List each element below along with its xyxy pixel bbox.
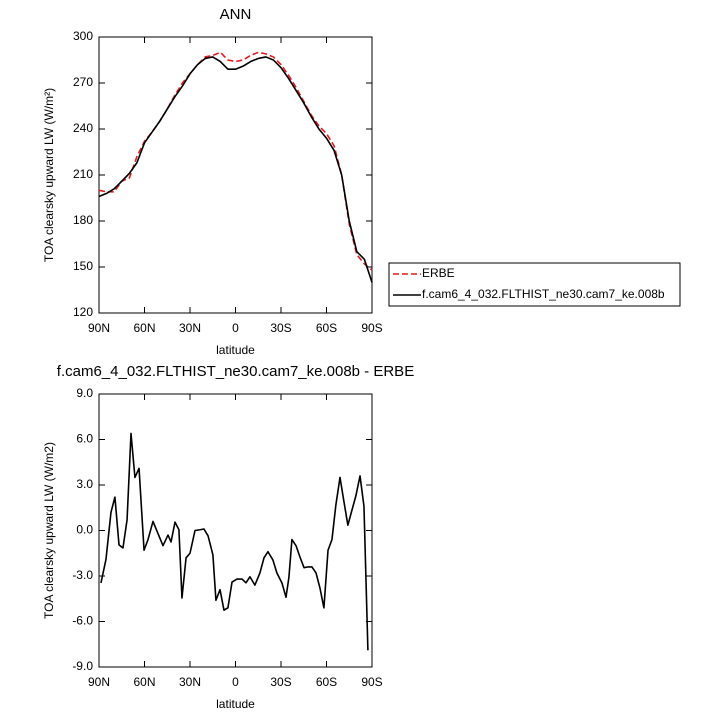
y-tick-label: 240	[73, 121, 93, 135]
y-tick-label: 150	[73, 259, 93, 273]
legend-box	[388, 262, 681, 307]
x-tick-label: 30S	[270, 321, 291, 335]
y-axis-label: TOA clearsky upward LW (W/m²)	[42, 88, 56, 262]
y-tick-label: 120	[73, 305, 93, 319]
y-tick-label: -3.0	[72, 568, 93, 582]
y-tick-label: 180	[73, 213, 93, 227]
y-axis-label: TOA clearsky upward LW (W/m2)	[42, 442, 56, 619]
x-tick-label: 30N	[179, 321, 201, 335]
y-tick-label: -6.0	[72, 614, 93, 628]
x-tick-label: 60N	[133, 321, 155, 335]
x-tick-label: 90S	[361, 321, 382, 335]
data-line	[100, 432, 369, 651]
y-tick-label: 6.0	[76, 432, 93, 446]
data-line	[98, 56, 373, 283]
y-tick-label: 3.0	[76, 477, 93, 491]
y-tick-label: 0.0	[76, 523, 93, 537]
x-tick-label: 60S	[316, 321, 337, 335]
x-axis-label: latitude	[216, 343, 255, 357]
x-tick-label: 90N	[88, 321, 110, 335]
y-tick-label: 9.0	[76, 386, 93, 400]
x-axis-label: latitude	[216, 697, 255, 711]
legend-label: f.cam6_4_032.FLTHIST_ne30.cam7_ke.008b	[422, 287, 665, 301]
x-tick-label: 90N	[88, 675, 110, 689]
x-tick-label: 0	[232, 675, 239, 689]
x-tick-label: 30S	[270, 675, 291, 689]
plot-frame	[98, 36, 373, 314]
chart-title: ANN	[220, 6, 252, 23]
x-tick-label: 60N	[133, 675, 155, 689]
x-tick-label: 90S	[361, 675, 382, 689]
y-tick-label: 300	[73, 29, 93, 43]
legend-label: ERBE	[422, 266, 455, 280]
y-tick-label: 210	[73, 167, 93, 181]
y-tick-label: -9.0	[72, 659, 93, 673]
chart-title: f.cam6_4_032.FLTHIST_ne30.cam7_ke.008b -…	[57, 363, 414, 380]
x-tick-label: 30N	[179, 675, 201, 689]
y-tick-label: 270	[73, 75, 93, 89]
x-tick-label: 0	[232, 321, 239, 335]
x-tick-label: 60S	[316, 675, 337, 689]
data-line	[98, 51, 373, 271]
plot-frame	[98, 393, 373, 668]
